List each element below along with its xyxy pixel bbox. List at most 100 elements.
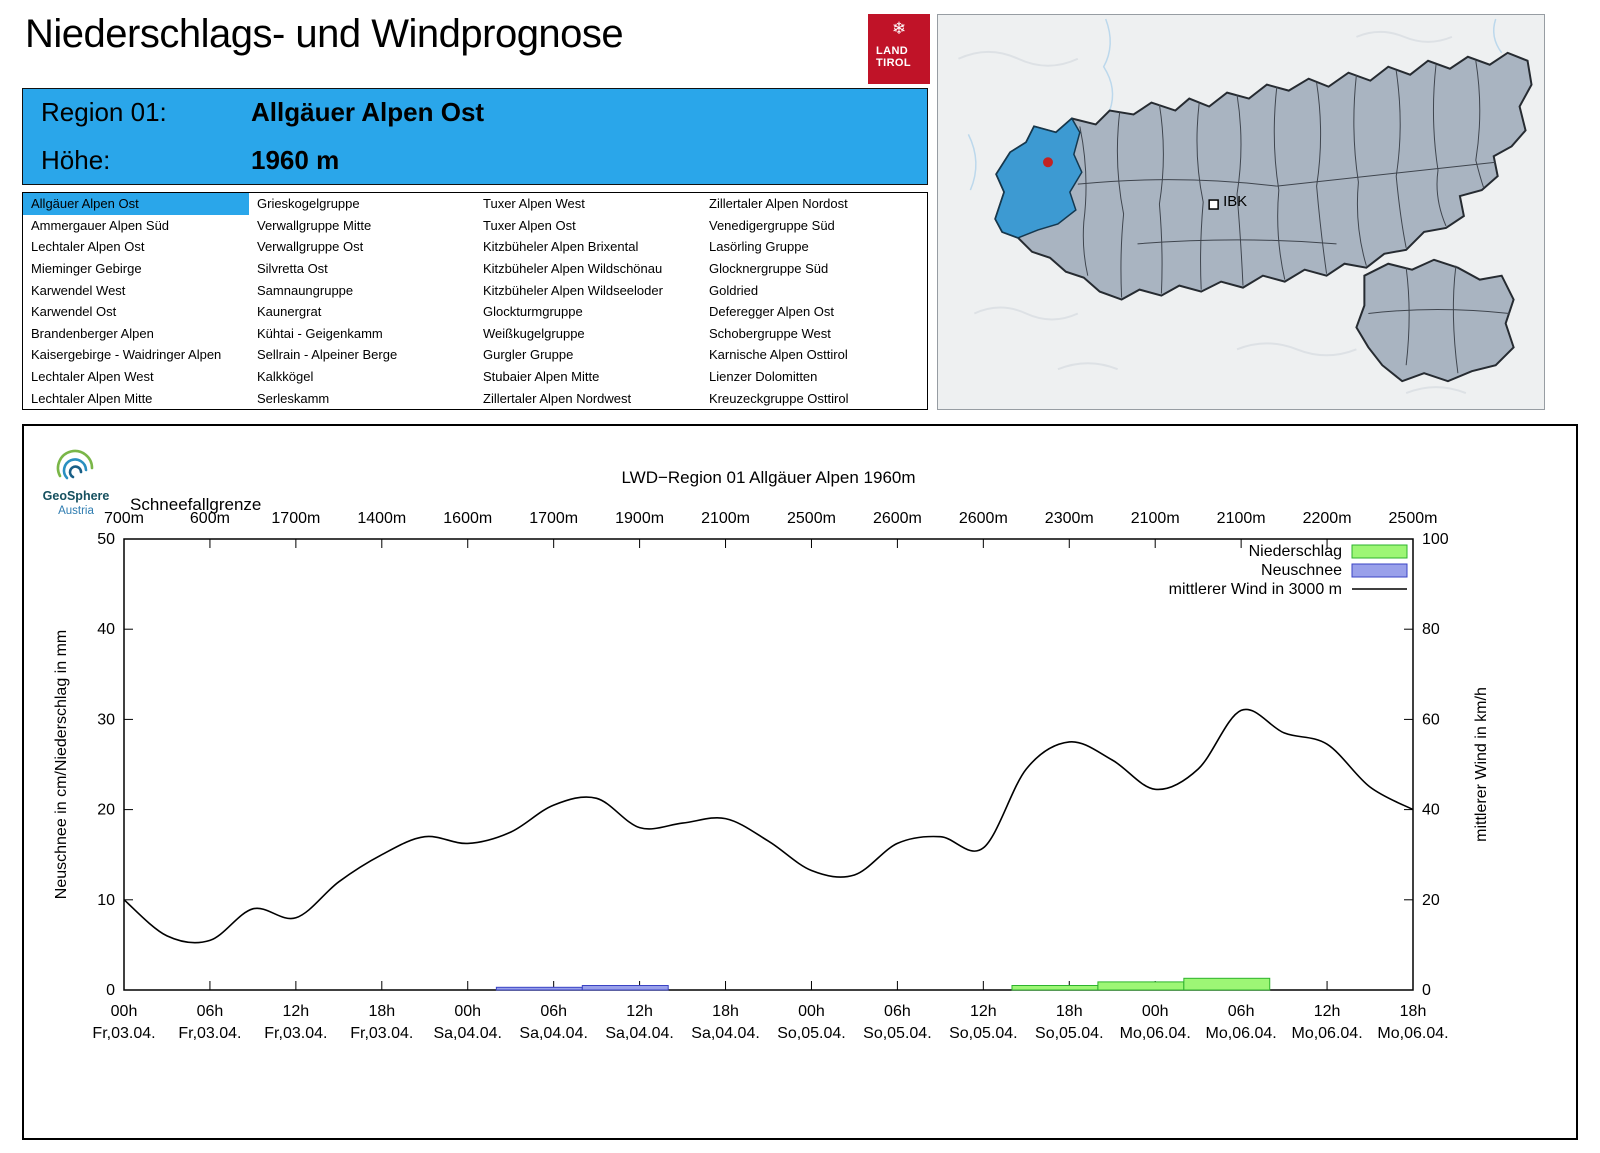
region-item[interactable]: Kitzbüheler Alpen Brixental bbox=[483, 239, 639, 255]
svg-text:06h: 06h bbox=[540, 1003, 567, 1020]
svg-text:Sa,04.04.: Sa,04.04. bbox=[433, 1025, 502, 1042]
svg-text:00h: 00h bbox=[111, 1003, 138, 1020]
region-item[interactable]: Ammergauer Alpen Süd bbox=[31, 217, 170, 233]
svg-text:2200m: 2200m bbox=[1303, 510, 1352, 527]
page-title: Niederschlags- und Windprognose bbox=[25, 12, 624, 56]
svg-text:Fr,03.04.: Fr,03.04. bbox=[178, 1025, 241, 1042]
region-item[interactable]: Verwallgruppe Ost bbox=[257, 239, 364, 255]
ylabel-right: mittlerer Wind in km/h bbox=[1473, 687, 1490, 842]
region-item[interactable]: Sellrain - Alpeiner Berge bbox=[257, 347, 398, 363]
neuschnee-bars bbox=[495, 985, 669, 991]
map-region-east-tyrol bbox=[1355, 258, 1515, 383]
ylabel-left: Neuschnee in cm/Niederschlag in mm bbox=[53, 630, 70, 899]
svg-text:20: 20 bbox=[97, 802, 115, 819]
region-item[interactable]: Karwendel West bbox=[31, 282, 126, 298]
svg-text:2600m: 2600m bbox=[959, 510, 1008, 527]
svg-text:30: 30 bbox=[97, 711, 115, 728]
region-item[interactable]: Glocknergruppe Süd bbox=[709, 261, 829, 277]
forecast-chart-svg: LWD−Region 01 Allgäuer Alpen 1960m Schnee… bbox=[43, 449, 1490, 1042]
svg-text:600m: 600m bbox=[190, 510, 230, 527]
logo-line1: LAND bbox=[876, 45, 909, 57]
map-district-borders-east bbox=[1368, 265, 1510, 374]
forecast-chart-panel: LWD−Region 01 Allgäuer Alpen 1960m Schnee… bbox=[22, 424, 1578, 1140]
svg-text:So,05.04.: So,05.04. bbox=[863, 1025, 932, 1042]
region-item[interactable]: Goldried bbox=[709, 282, 759, 298]
svg-text:700m: 700m bbox=[104, 510, 144, 527]
region-item[interactable]: Karwendel Ost bbox=[31, 304, 117, 320]
region-item[interactable]: Tuxer Alpen Ost bbox=[483, 217, 576, 233]
svg-text:06h: 06h bbox=[1228, 1003, 1255, 1020]
svg-text:Neuschnee: Neuschnee bbox=[1261, 562, 1342, 579]
region-item[interactable]: Venedigergruppe Süd bbox=[709, 217, 835, 233]
region-item[interactable]: Samnaungruppe bbox=[257, 282, 354, 298]
svg-text:100: 100 bbox=[1422, 531, 1449, 548]
region-item[interactable]: Kaunergrat bbox=[257, 304, 322, 320]
region-item[interactable]: Kitzbüheler Alpen Wildschönau bbox=[483, 261, 663, 277]
svg-text:Sa,04.04.: Sa,04.04. bbox=[691, 1025, 760, 1042]
svg-text:18h: 18h bbox=[1056, 1003, 1083, 1020]
plot-area bbox=[123, 538, 1414, 991]
region-item[interactable]: Schobergruppe West bbox=[709, 325, 831, 341]
altitude-label: Höhe: bbox=[41, 144, 111, 175]
station-marker-dot bbox=[1043, 157, 1053, 168]
region-item[interactable]: Karnische Alpen Osttirol bbox=[709, 347, 848, 363]
region-item[interactable]: Kalkkögel bbox=[257, 369, 314, 385]
svg-text:40: 40 bbox=[1422, 802, 1440, 819]
logo-line2: TIROL bbox=[876, 57, 911, 69]
region-item[interactable]: Deferegger Alpen Ost bbox=[709, 304, 835, 320]
region-item[interactable]: Zillertaler Alpen Nordwest bbox=[483, 390, 632, 406]
region-item[interactable]: Gurgler Gruppe bbox=[483, 347, 574, 363]
region-item[interactable]: Glockturmgruppe bbox=[483, 304, 583, 320]
ibk-label: IBK bbox=[1223, 193, 1247, 210]
region-item[interactable]: Lienzer Dolomitten bbox=[709, 369, 818, 385]
region-item[interactable]: Kaisergebirge - Waidringer Alpen bbox=[31, 347, 222, 363]
svg-text:10: 10 bbox=[97, 892, 115, 909]
chart-title: LWD−Region 01 Allgäuer Alpen 1960m bbox=[621, 468, 915, 487]
svg-text:Mo,06.04.: Mo,06.04. bbox=[1120, 1025, 1191, 1042]
region-item[interactable]: Brandenberger Alpen bbox=[31, 325, 154, 341]
svg-text:So,05.04.: So,05.04. bbox=[777, 1025, 846, 1042]
ibk-marker bbox=[1208, 199, 1219, 210]
region-item[interactable]: Verwallgruppe Mitte bbox=[257, 217, 372, 233]
region-item[interactable]: Mieminger Gebirge bbox=[31, 261, 142, 277]
svg-text:0: 0 bbox=[106, 982, 115, 999]
svg-text:Fr,03.04.: Fr,03.04. bbox=[350, 1025, 413, 1042]
region-item[interactable]: Grieskogelgruppe bbox=[257, 196, 360, 212]
region-item[interactable]: Kreuzeckgruppe Osttirol bbox=[709, 390, 849, 406]
svg-text:2100m: 2100m bbox=[701, 510, 750, 527]
region-item[interactable]: Kitzbüheler Alpen Wildseeloder bbox=[483, 282, 663, 298]
x-axis-labels: 00h Fr,03.04. 06h Fr,03.04. 12h Fr,03.04. 18h F… bbox=[92, 1003, 1448, 1042]
y-axis-right bbox=[1404, 538, 1413, 991]
region-item[interactable]: Lechtaler Alpen West bbox=[31, 369, 154, 385]
svg-text:Fr,03.04.: Fr,03.04. bbox=[92, 1025, 155, 1042]
svg-text:80: 80 bbox=[1422, 621, 1440, 638]
tirol-emblem-icon: ❄ bbox=[891, 19, 907, 38]
svg-text:2300m: 2300m bbox=[1045, 510, 1094, 527]
region-item[interactable]: Weißkugelgruppe bbox=[483, 325, 585, 341]
region-item[interactable]: Zillertaler Alpen Nordost bbox=[709, 196, 848, 212]
svg-text:60: 60 bbox=[1422, 711, 1440, 728]
y-axis-left-labels: 0 10 20 30 40 50 bbox=[97, 531, 115, 999]
region-item[interactable]: Serleskamm bbox=[257, 390, 330, 406]
region-item[interactable]: Stubaier Alpen Mitte bbox=[483, 369, 600, 385]
region-item[interactable]: Lechtaler Alpen Ost bbox=[31, 239, 145, 255]
svg-text:18h: 18h bbox=[368, 1003, 395, 1020]
svg-text:00h: 00h bbox=[798, 1003, 825, 1020]
tirol-overview-map[interactable]: IBK bbox=[937, 14, 1545, 410]
region-item[interactable]: Kühtai - Geigenkamm bbox=[257, 325, 383, 341]
region-info-box: Region 01: Allgäuer Alpen Ost Höhe: 1960… bbox=[22, 88, 928, 185]
map-region-selected[interactable] bbox=[994, 117, 1083, 239]
region-item[interactable]: Tuxer Alpen West bbox=[483, 196, 585, 212]
region-item[interactable]: Allgäuer Alpen Ost bbox=[23, 193, 249, 215]
svg-text:So,05.04.: So,05.04. bbox=[949, 1025, 1018, 1042]
region-name: Allgäuer Alpen Ost bbox=[251, 97, 485, 128]
svg-text:18h: 18h bbox=[712, 1003, 739, 1020]
region-item[interactable]: Lasörling Gruppe bbox=[709, 239, 809, 255]
region-item[interactable]: Silvretta Ost bbox=[257, 261, 328, 277]
svg-text:1900m: 1900m bbox=[615, 510, 664, 527]
region-item[interactable]: Lechtaler Alpen Mitte bbox=[31, 390, 153, 406]
svg-text:mittlerer Wind in 3000 m: mittlerer Wind in 3000 m bbox=[1169, 581, 1342, 598]
svg-text:00h: 00h bbox=[1142, 1003, 1169, 1020]
svg-text:Sa,04.04.: Sa,04.04. bbox=[519, 1025, 588, 1042]
geosphere-swirl-icon bbox=[56, 449, 94, 480]
